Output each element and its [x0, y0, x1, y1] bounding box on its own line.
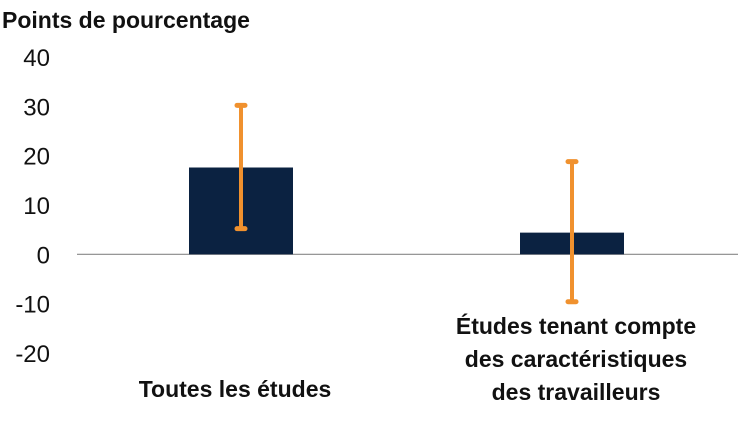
y-tick-label: -20 [15, 341, 50, 368]
bars [189, 167, 624, 255]
category-label: des caractéristiques [465, 346, 687, 372]
error-bar [234, 102, 248, 232]
category-labels: Toutes les études Études tenant compte des… [139, 312, 696, 405]
category-label: des travailleurs [492, 379, 661, 405]
y-tick-label: 10 [23, 193, 50, 220]
y-tick-label: 30 [23, 94, 50, 121]
error-bar [565, 159, 579, 305]
y-tick-label: 20 [23, 144, 50, 171]
y-tick-label: 0 [37, 242, 50, 269]
y-tick-label: 40 [23, 45, 50, 72]
y-tick-label: -10 [15, 292, 50, 319]
error-bars [234, 102, 579, 305]
y-axis-label: Points de pourcentage [2, 7, 250, 33]
category-label: Toutes les études [139, 376, 332, 402]
category-label: Études tenant compte [456, 312, 696, 339]
y-tick-labels: 40 30 20 10 0 -10 -20 [15, 45, 50, 368]
